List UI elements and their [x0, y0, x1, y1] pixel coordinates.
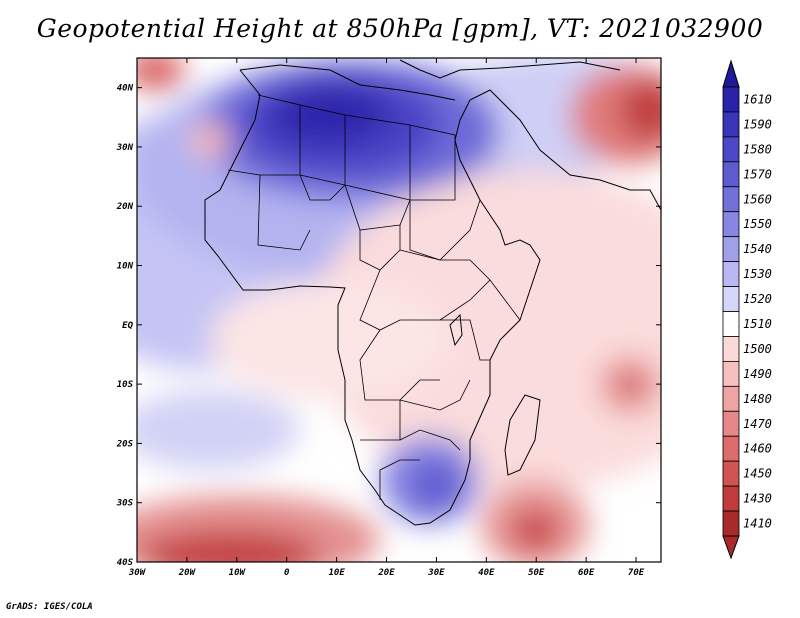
lon-tick-label: 50E	[528, 568, 545, 578]
colorbar-label: 1540	[743, 242, 772, 256]
colorbar-label: 1460	[743, 442, 772, 456]
colorbar-swatch	[722, 385, 740, 412]
colorbar-label: 1510	[743, 317, 772, 331]
lon-tick-label: 60E	[578, 568, 595, 578]
lon-tick-label: 30E	[427, 568, 445, 578]
colorbar-label: 1450	[743, 467, 772, 481]
colorbar-top-arrow	[722, 59, 740, 88]
colorbar-swatch	[722, 485, 740, 512]
colorbar-swatch	[722, 336, 740, 362]
lat-tick-label: 10N	[117, 262, 134, 272]
lon-tick-label: 0	[284, 568, 290, 578]
colorbar-label: 1590	[743, 117, 772, 131]
colorbar-label: 1560	[743, 192, 772, 206]
colorbar-swatch	[722, 86, 740, 113]
plot-frame	[136, 57, 662, 563]
lon-tick-label: 30W	[128, 568, 147, 578]
colorbar-label: 1410	[743, 517, 772, 531]
colorbar-label: 1580	[743, 142, 772, 156]
colorbar-label: 1610	[743, 92, 772, 106]
colorbar-bottom-arrow	[722, 535, 740, 560]
lon-tick-label: 20E	[377, 568, 395, 578]
colorbar-label: 1480	[743, 392, 772, 406]
colorbar-swatch	[722, 510, 740, 537]
lon-tick-label: 40E	[478, 568, 495, 578]
lat-tick-label: 20S	[116, 439, 134, 449]
height-field	[137, 58, 661, 562]
lon-tick-label: 20W	[178, 568, 197, 578]
lat-tick-label: 20N	[116, 202, 134, 212]
lat-tick-label: EQ	[122, 321, 133, 331]
lon-tick-label: 10W	[229, 568, 247, 578]
colorbar-swatch	[722, 136, 740, 163]
colorbar-label: 1470	[743, 417, 772, 431]
colorbar-swatch	[722, 286, 740, 312]
colorbar-label: 1500	[743, 342, 772, 356]
colorbar-label: 1430	[743, 492, 772, 506]
axis-ticks: 30W 20W 10W 0 10E 20E 30E 40E 50E 60E 70E 40N 30N 20N…	[116, 58, 661, 578]
lat-tick-label: 30S	[116, 499, 134, 509]
colorbar-swatch	[722, 410, 740, 437]
lat-tick-label: 40S	[117, 558, 134, 568]
colorbar-swatch	[722, 360, 740, 387]
colorbar-label: 1530	[743, 267, 772, 281]
colorbar-swatch	[722, 460, 740, 487]
lon-tick-label: 70E	[628, 568, 645, 578]
coastlines	[204, 59, 661, 526]
lat-tick-label: 40N	[117, 84, 134, 94]
colorbar-swatch	[722, 435, 740, 462]
map-title: Geopotential Height at 850hPa [gpm], VT:…	[36, 14, 764, 43]
colorbar-swatch	[722, 211, 740, 238]
grads-credit: GrADS: IGES/COLA	[6, 602, 93, 612]
colorbar-swatch	[722, 111, 740, 138]
country-borders	[227, 94, 521, 500]
colorbar-label: 1570	[743, 167, 772, 181]
colorbar: 1610 1590 1580 1570 1560 1550 1540 1530 1520 1510…	[722, 59, 772, 560]
colorbar-swatch	[722, 161, 740, 188]
colorbar-label: 1550	[743, 217, 772, 231]
lat-tick-label: 30N	[116, 143, 134, 153]
colorbar-swatch	[722, 186, 740, 213]
lon-tick-label: 10E	[328, 568, 345, 578]
colorbar-label: 1520	[743, 292, 772, 306]
colorbar-swatch	[722, 261, 740, 287]
lat-tick-label: 10S	[117, 380, 134, 390]
colorbar-swatch	[722, 236, 740, 263]
colorbar-label: 1490	[743, 367, 772, 381]
colorbar-swatch	[722, 311, 740, 337]
